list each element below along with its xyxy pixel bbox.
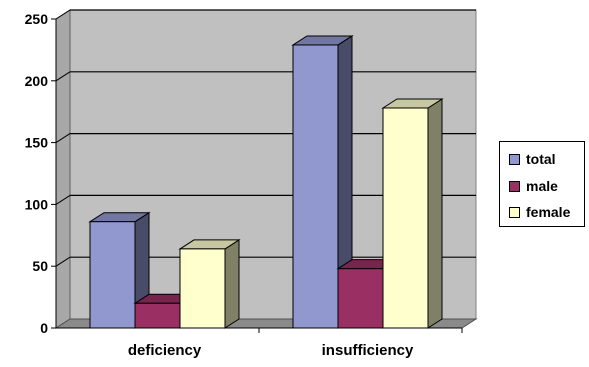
y-tick-label-2: 100 bbox=[25, 196, 49, 212]
bar-total-deficiency bbox=[90, 222, 135, 328]
y-tick-label-5: 250 bbox=[25, 11, 49, 27]
plot-side-wall bbox=[56, 10, 70, 328]
legend-swatch-total bbox=[509, 154, 520, 165]
legend-item-total: total bbox=[509, 150, 556, 168]
legend-swatch-male bbox=[509, 181, 520, 192]
legend-item-female: female bbox=[509, 203, 570, 221]
legend-item-male: male bbox=[509, 177, 558, 195]
bar-side-female-insufficiency bbox=[428, 99, 442, 328]
x-tick-label-insufficiency: insufficiency bbox=[322, 342, 414, 359]
legend-label-female: female bbox=[526, 204, 570, 220]
bar-side-female-deficiency bbox=[225, 240, 239, 328]
bar-male-deficiency bbox=[135, 303, 180, 328]
y-tick-label-4: 200 bbox=[25, 73, 49, 89]
y-tick-label-1: 50 bbox=[32, 258, 48, 274]
bar-total-insufficiency bbox=[293, 45, 338, 328]
x-tick-label-deficiency: deficiency bbox=[128, 342, 202, 359]
y-tick-label-3: 150 bbox=[25, 135, 49, 151]
legend: total male female bbox=[499, 141, 585, 227]
legend-label-male: male bbox=[526, 178, 558, 194]
bar-female-deficiency bbox=[180, 249, 225, 328]
bar-male-insufficiency bbox=[338, 269, 383, 328]
legend-label-total: total bbox=[526, 151, 556, 167]
legend-swatch-female bbox=[509, 207, 520, 218]
y-tick-label-0: 0 bbox=[40, 320, 48, 336]
bar-female-insufficiency bbox=[383, 108, 428, 328]
